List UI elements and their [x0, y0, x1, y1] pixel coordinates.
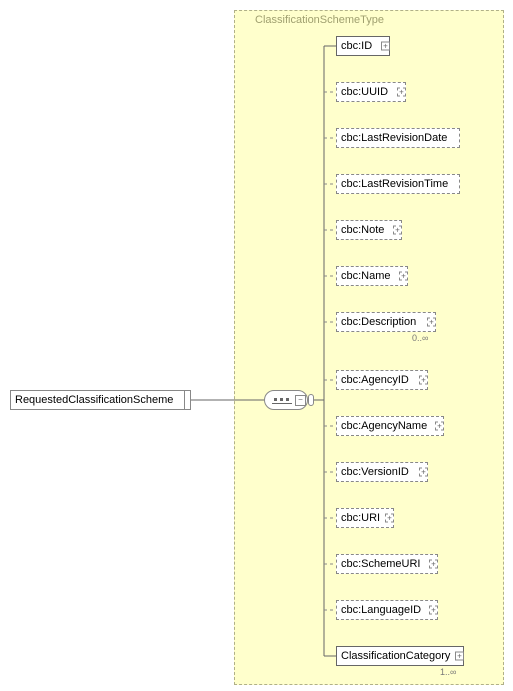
expand-icon[interactable]: + [399, 272, 408, 281]
element-node[interactable]: cbc:ID+ [336, 36, 390, 56]
sequence-line-icon [272, 403, 292, 404]
expand-icon[interactable]: + [427, 318, 436, 327]
element-node[interactable]: cbc:Name+ [336, 266, 408, 286]
occurrence-label: 0..∞ [412, 333, 428, 343]
element-node[interactable]: cbc:UUID+ [336, 82, 406, 102]
element-node[interactable]: cbc:VersionID+ [336, 462, 428, 482]
element-node[interactable]: cbc:AgencyID+ [336, 370, 428, 390]
element-node[interactable]: cbc:LastRevisionDate [336, 128, 460, 148]
expand-icon[interactable]: + [393, 226, 402, 235]
expand-icon[interactable]: + [429, 606, 438, 615]
expand-icon[interactable]: + [385, 514, 394, 523]
element-node[interactable]: cbc:Note+ [336, 220, 402, 240]
element-node[interactable]: ClassificationCategory+ [336, 646, 464, 666]
expand-icon[interactable]: + [381, 42, 390, 51]
occurrence-label: 1..∞ [440, 667, 456, 677]
element-node[interactable]: cbc:LastRevisionTime [336, 174, 460, 194]
element-node[interactable]: cbc:AgencyName+ [336, 416, 444, 436]
expand-icon[interactable]: + [419, 376, 428, 385]
element-node[interactable]: cbc:Description+ [336, 312, 436, 332]
expand-icon[interactable]: + [435, 422, 444, 431]
sequence-collapse-icon[interactable]: − [295, 395, 306, 406]
element-node[interactable]: cbc:URI+ [336, 508, 394, 528]
type-group-box [234, 10, 504, 685]
expand-icon[interactable]: + [419, 468, 428, 477]
sequence-dots-icon [274, 398, 289, 401]
root-stub [185, 390, 191, 410]
diagram-canvas: ClassificationSchemeType RequestedClassif… [0, 0, 513, 691]
expand-icon[interactable]: + [397, 88, 406, 97]
element-node[interactable]: cbc:LanguageID+ [336, 600, 438, 620]
sequence-stub [308, 394, 314, 406]
expand-icon[interactable]: + [455, 652, 464, 661]
element-node[interactable]: cbc:SchemeURI+ [336, 554, 438, 574]
root-element[interactable]: RequestedClassificationScheme [10, 390, 185, 410]
type-group-label: ClassificationSchemeType [255, 14, 384, 26]
expand-icon[interactable]: + [429, 560, 438, 569]
